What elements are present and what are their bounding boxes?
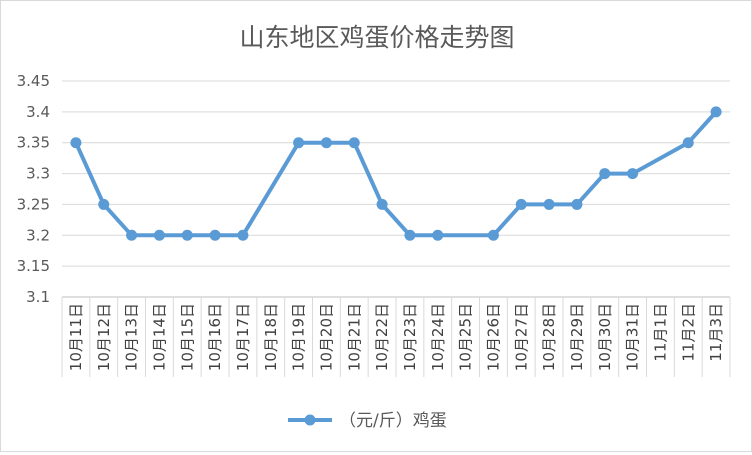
data-point: [293, 137, 305, 149]
data-point: [376, 198, 388, 210]
data-point: [126, 229, 138, 241]
x-tick-label: 10月19日: [290, 303, 308, 371]
data-point: [515, 198, 527, 210]
data-point: [710, 106, 722, 118]
y-axis-tick-labels: 3.1 3.15 3.2 3.25 3.3 3.35 3.4 3.45: [17, 72, 50, 306]
legend: （元/斤）鸡蛋: [288, 411, 447, 431]
x-tick-label: 11月2日: [679, 303, 697, 362]
data-point: [599, 168, 611, 180]
data-point: [237, 229, 249, 241]
x-tick-label: 10月31日: [624, 303, 642, 371]
x-tick-label: 10月15日: [178, 303, 196, 371]
x-tick-label: 11月3日: [707, 303, 725, 362]
data-point: [153, 229, 165, 241]
y-tick-label: 3.45: [17, 72, 50, 90]
x-tick-label: 10月27日: [512, 303, 530, 371]
y-tick-label: 3.25: [17, 195, 50, 213]
y-tick-label: 3.15: [17, 257, 50, 275]
x-tick-label: 10月22日: [373, 303, 391, 371]
x-tick-label: 10月11日: [67, 303, 85, 371]
x-tick-label: 10月16日: [206, 303, 224, 371]
data-point: [320, 137, 332, 149]
x-tick-label: 10月20日: [317, 303, 335, 371]
x-tick-label: 10月25日: [457, 303, 475, 371]
chart-title: 山东地区鸡蛋价格走势图: [239, 23, 514, 52]
x-tick-label: 10月30日: [596, 303, 614, 371]
x-tick-label: 10月13日: [123, 303, 141, 371]
data-point: [543, 198, 555, 210]
x-tick-label: 10月24日: [429, 303, 447, 371]
data-point: [70, 137, 82, 149]
x-tick-label: 10月23日: [401, 303, 419, 371]
x-tick-label: 11月1日: [651, 303, 669, 362]
x-tick-label: 10月21日: [345, 303, 363, 371]
y-tick-label: 3.1: [26, 288, 50, 306]
data-point: [98, 198, 110, 210]
data-point: [682, 137, 694, 149]
data-point: [432, 229, 444, 241]
y-tick-label: 3.3: [26, 165, 50, 183]
y-tick-label: 3.2: [26, 226, 50, 244]
x-tick-label: 10月12日: [95, 303, 113, 371]
x-tick-label: 10月28日: [540, 303, 558, 371]
legend-marker: [304, 414, 316, 426]
x-axis-tick-labels: 10月11日 10月12日 10月13日 10月14日 10月15日 10月16日 10月1…: [67, 303, 725, 371]
series-group: [70, 106, 722, 241]
data-point: [487, 229, 499, 241]
x-tick-label: 10月18日: [262, 303, 280, 371]
legend-label: （元/斤）鸡蛋: [339, 411, 447, 431]
data-point: [571, 198, 583, 210]
y-tick-label: 3.4: [26, 103, 50, 121]
x-tick-label: 10月14日: [150, 303, 168, 371]
data-point: [404, 229, 416, 241]
data-point: [181, 229, 193, 241]
x-tick-label: 10月29日: [568, 303, 586, 371]
data-point: [627, 168, 639, 180]
y-tick-label: 3.35: [17, 134, 50, 152]
x-tick-label: 10月26日: [484, 303, 502, 371]
x-tick-label: 10月17日: [234, 303, 252, 371]
data-point: [209, 229, 221, 241]
data-point: [348, 137, 360, 149]
